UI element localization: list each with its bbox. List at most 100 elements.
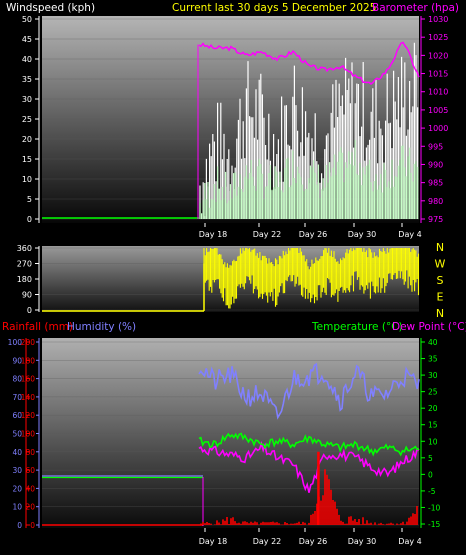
barometer-series <box>198 41 420 85</box>
y-tick-label: 1000 <box>428 124 448 133</box>
y-tick-label: 35 <box>22 75 32 84</box>
y-tick-label: 160 <box>21 375 36 384</box>
y-tick-label: 120 <box>21 411 36 420</box>
y-tick-label: 25 <box>428 388 438 397</box>
compass-label: N <box>436 307 444 320</box>
y-tick-label: 180 <box>17 275 32 284</box>
y-tick-label: 1030 <box>428 15 448 24</box>
y-tick-label: 10 <box>12 503 22 512</box>
y-tick-label: 200 <box>21 338 36 347</box>
y-tick-label: 50 <box>22 15 32 24</box>
rainfall-axis-label: Rainfall (mm) <box>2 321 73 333</box>
y-tick-label: 40 <box>12 448 22 457</box>
y-tick-label: 0 <box>27 306 32 315</box>
y-tick-label: 50 <box>12 430 22 439</box>
temperature-axis-label: Temperature (°C) <box>311 321 403 333</box>
series-layer-3 <box>42 362 420 526</box>
compass-label: N <box>436 241 444 254</box>
temperature-series <box>198 432 420 457</box>
compass-label: S <box>437 274 444 287</box>
x-tick-label: Day 22 <box>253 537 282 546</box>
y-tick-label: 10 <box>22 175 32 184</box>
y-tick-label: 60 <box>25 466 35 475</box>
y-tick-label: 15 <box>428 421 438 430</box>
y-tick-label: -15 <box>428 520 440 529</box>
y-axis-left-1: 0 5 10 15 20 25 30 35 40 45 50 <box>22 15 40 224</box>
y-axis-rain: 0 10 20 30 40 50 60 70 80 90 100 <box>8 338 30 530</box>
y-tick-label: 10 <box>428 437 438 446</box>
y-tick-label: 30 <box>428 371 438 380</box>
compass-label: W <box>435 258 446 271</box>
y-tick-label: 100 <box>21 430 36 439</box>
x-tick-label: Day 18 <box>199 537 228 546</box>
y-tick-label: 90 <box>22 291 32 300</box>
rainfall-series <box>200 469 418 525</box>
x-tick-label: Day 30 <box>348 537 377 546</box>
wind-direction-series <box>203 248 420 309</box>
y-tick-label: 1015 <box>428 70 448 79</box>
y-tick-label: 35 <box>428 355 438 364</box>
series-layer-2 <box>42 248 420 312</box>
x-tick-label: Day 4 <box>398 230 421 239</box>
y-tick-label: 0 <box>17 521 22 530</box>
y-tick-label: 270 <box>17 260 32 269</box>
x-tick-label: Day 22 <box>253 230 282 239</box>
y-tick-label: 995 <box>428 142 443 151</box>
y-tick-label: 80 <box>25 448 35 457</box>
y-tick-label: 985 <box>428 179 443 188</box>
y-tick-label: -5 <box>428 487 436 496</box>
x-tick-label: Day 30 <box>348 230 377 239</box>
plot-area-3 <box>42 338 419 528</box>
y-tick-label: 0 <box>27 215 32 224</box>
y-tick-label: 1010 <box>428 88 448 97</box>
x-tick-label: Day 4 <box>398 537 421 546</box>
y-tick-label: 140 <box>21 393 36 402</box>
y-tick-label: 15 <box>22 155 32 164</box>
y-tick-label: 45 <box>22 35 32 44</box>
y-tick-label: 20 <box>25 503 35 512</box>
y-tick-label: 1005 <box>428 106 448 115</box>
y-tick-label: 30 <box>12 466 22 475</box>
windspeed-axis-label: Windspeed (kph) <box>6 2 95 14</box>
y-axis-temperature: -15 -10 -5 0 5 10 15 20 25 30 35 40 <box>420 338 440 529</box>
y-tick-label: 90 <box>12 356 22 365</box>
y-tick-label: 180 <box>21 356 36 365</box>
y-tick-label: 70 <box>12 393 22 402</box>
x-tick-label: Day 26 <box>299 230 328 239</box>
y-tick-label: 30 <box>22 95 32 104</box>
y-tick-label: 40 <box>428 338 438 347</box>
y-axis-left-2: 0 90 180 270 360 <box>17 244 40 315</box>
y-axis-right-1: 975 980 985 990 995 1000 1005 1010 1015 1020 1025 1… <box>420 15 448 224</box>
y-axis-humidity: 0 20 40 60 80 100 120 140 160 180 200 <box>21 338 40 530</box>
y-tick-label: 60 <box>12 411 22 420</box>
y-tick-label: -10 <box>428 503 440 512</box>
y-tick-label: 5 <box>27 195 32 204</box>
y-tick-label: 5 <box>428 454 433 463</box>
y-tick-label: 975 <box>428 215 443 224</box>
compass-label: E <box>437 291 444 304</box>
x-tick-label: Day 18 <box>199 230 228 239</box>
barometer-axis-label: Barometer (hpa) <box>372 2 459 14</box>
y-tick-label: 80 <box>12 375 22 384</box>
y-tick-label: 0 <box>30 521 35 530</box>
wind-average-series <box>199 139 419 219</box>
y-tick-label: 1025 <box>428 33 448 42</box>
humidity-axis-label: Humidity (%) <box>67 321 136 333</box>
y-tick-label: 980 <box>428 197 443 206</box>
y-tick-label: 20 <box>22 135 32 144</box>
chart-title: Current last 30 days 5 December 2025 <box>172 2 376 14</box>
y-tick-label: 0 <box>428 470 433 479</box>
y-tick-label: 100 <box>8 338 23 347</box>
y-tick-label: 25 <box>22 115 32 124</box>
x-axis-3: Day 18 Day 22 Day 26 Day 30 Day 4 <box>199 528 422 546</box>
x-tick-label: Day 26 <box>299 537 328 546</box>
dew-point-series <box>198 440 420 493</box>
series-layer-1 <box>42 41 420 219</box>
y-tick-label: 990 <box>428 160 443 169</box>
y-tick-label: 20 <box>428 404 438 413</box>
